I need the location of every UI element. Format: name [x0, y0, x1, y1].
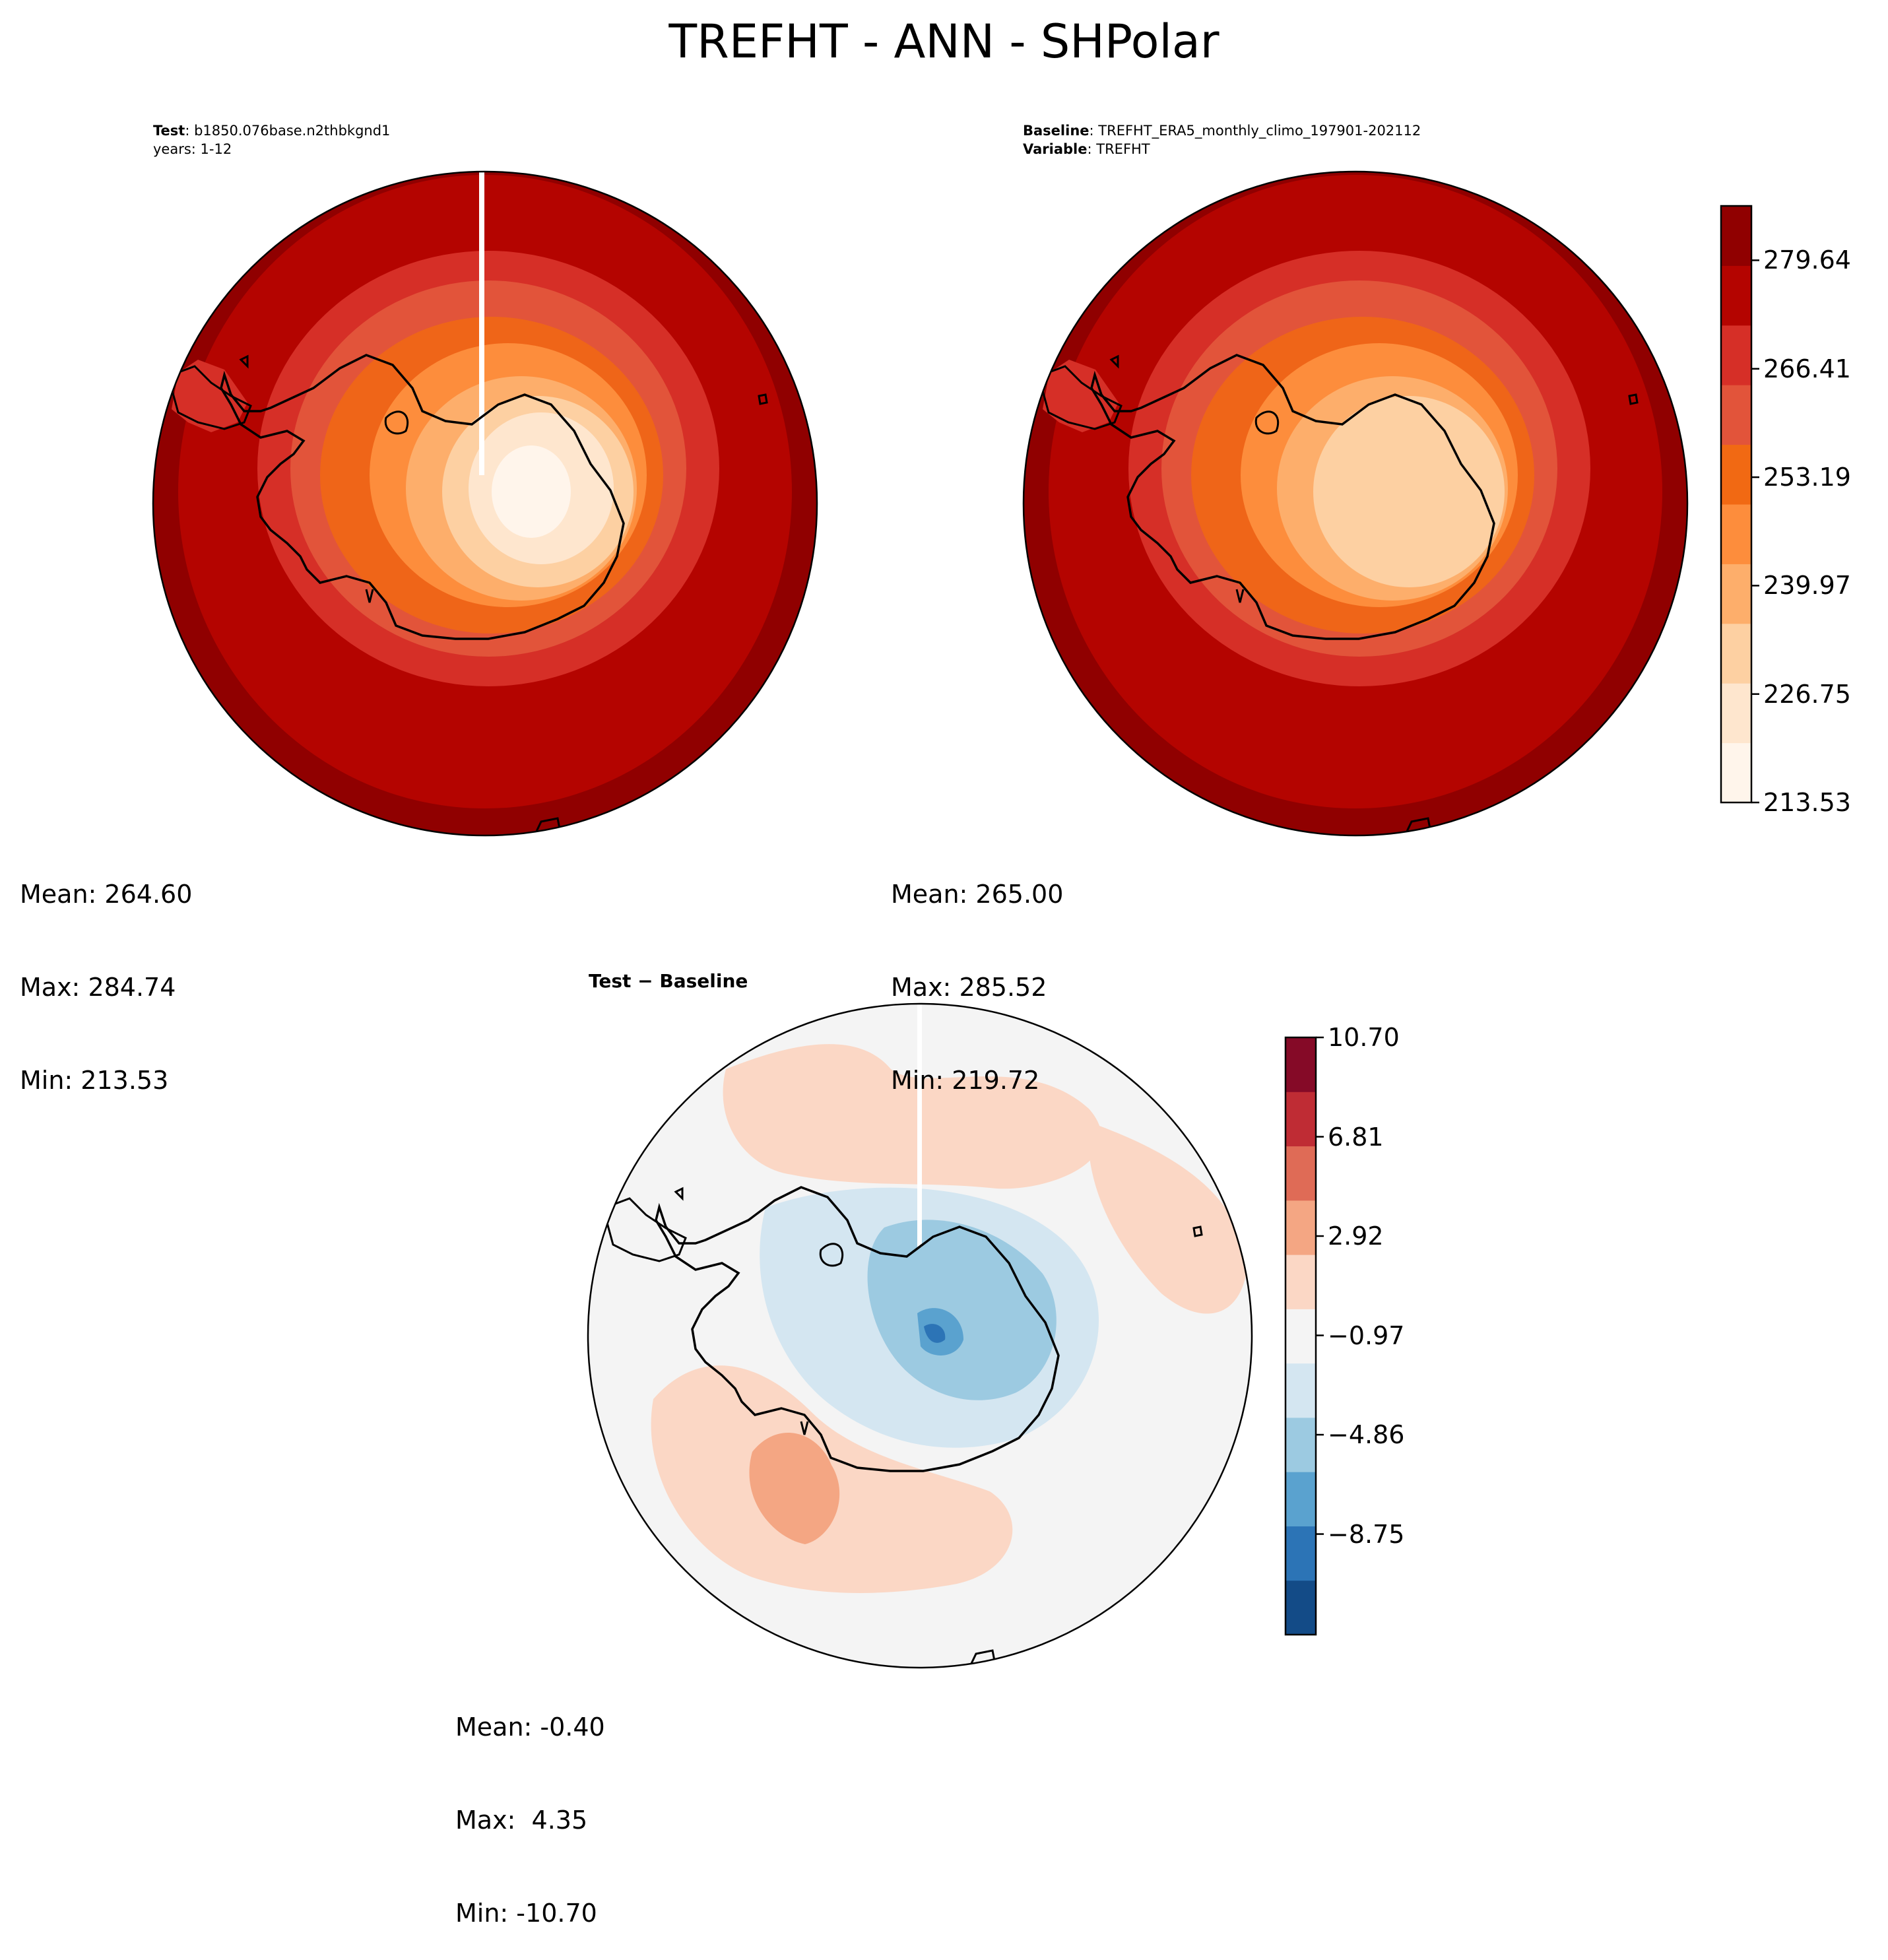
diff-missing-data-seam	[917, 1004, 922, 1247]
colorbar-absolute	[1720, 205, 1759, 804]
colorbar-tick-label: 253.19	[1763, 463, 1851, 492]
variable-name: TREFHT	[1096, 141, 1150, 157]
colorbar-segment	[1286, 1526, 1316, 1581]
colorbar-segment	[1286, 1092, 1316, 1147]
diff-panel-title: Test − Baseline	[589, 970, 748, 992]
colorbar-segment	[1286, 1037, 1316, 1092]
test-years: years: 1-12	[153, 141, 232, 157]
diff-map-boundary	[587, 1002, 1253, 1669]
test-min: Min: 213.53	[20, 1066, 169, 1095]
test-south-america-coast	[167, 365, 252, 430]
baseline-mean: Mean: 265.00	[891, 880, 1064, 909]
test-map-boundary	[152, 170, 818, 837]
baseline-falklands-coast	[1109, 354, 1119, 369]
colorbar-segment	[1286, 1417, 1316, 1472]
colorbar-segment	[1721, 564, 1751, 624]
test-bottom-land-coast	[533, 817, 562, 835]
test-south-america-tip	[172, 360, 247, 432]
colorbar-tick-label: 6.81	[1328, 1122, 1384, 1152]
diff-min: Min: -10.70	[455, 1899, 597, 1928]
map-figure	[152, 170, 1759, 1669]
colorbar-segment	[1286, 1309, 1316, 1364]
diff-south-america-coast	[602, 1197, 687, 1262]
colorbar-tick-label: 10.70	[1328, 1023, 1400, 1052]
test-map	[152, 170, 818, 837]
diff-bottom-land-coast	[967, 1649, 997, 1668]
colorbar-segment	[1721, 683, 1751, 744]
colorbar-segment	[1286, 1200, 1316, 1255]
baseline-min: Min: 219.72	[891, 1066, 1040, 1095]
baseline-island-coast	[1628, 393, 1639, 405]
colorbar-segment	[1721, 444, 1751, 505]
baseline-field-band-7	[1313, 396, 1505, 587]
baseline-bottom-land-coast	[1403, 817, 1433, 835]
baseline-stats: Mean: 265.00 Max: 285.52 Min: 219.72	[891, 817, 1063, 1127]
colorbar-tick-label: −8.75	[1328, 1519, 1405, 1549]
figure-title: TREFHT - ANN - SHPolar	[668, 15, 1220, 69]
colorbar-tick-label: 226.75	[1763, 679, 1851, 709]
colorbar-segment	[1286, 1580, 1316, 1635]
diff-stats: Mean: -0.40 Max: 4.35 Min: -10.70	[455, 1650, 605, 1960]
colorbar-tick-label: −4.86	[1328, 1420, 1405, 1450]
baseline-south-america-coast	[1037, 365, 1123, 430]
test-island-coast	[758, 393, 768, 405]
colorbar-segment	[1286, 1255, 1316, 1309]
test-label: Test	[153, 123, 185, 139]
baseline-map-boundary	[1022, 170, 1689, 837]
difference-map	[587, 1002, 1253, 1669]
diff-warm-region-north	[723, 1044, 1102, 1189]
test-falklands-coast	[239, 354, 249, 369]
diff-mean: Mean: -0.40	[455, 1713, 605, 1742]
colorbar-tick-label: 266.41	[1763, 354, 1851, 383]
colorbar-segment	[1286, 1363, 1316, 1418]
colorbar-segment	[1286, 1472, 1316, 1526]
test-missing-data-seam	[479, 172, 484, 475]
test-panel-header: Test: b1850.076base.n2thbkgnd1 years: 1-…	[153, 123, 391, 157]
baseline-south-america-tip	[1043, 360, 1119, 432]
baseline-panel-header: Baseline: TREFHT_ERA5_monthly_climo_1979…	[1023, 123, 1421, 157]
colorbar-tick-label: 213.53	[1763, 788, 1851, 817]
test-stats: Mean: 264.60 Max: 284.74 Min: 213.53	[20, 817, 192, 1127]
baseline-case-name: TREFHT_ERA5_monthly_climo_197901-202112	[1098, 123, 1421, 139]
colorbar-tick-label: 2.92	[1328, 1222, 1384, 1251]
colorbar-segment	[1721, 325, 1751, 385]
baseline-map	[1022, 170, 1689, 837]
test-case-name: b1850.076base.n2thbkgnd1	[194, 123, 391, 139]
baseline-max: Max: 285.52	[891, 973, 1047, 1002]
diff-warm-max-region	[749, 1433, 840, 1544]
diff-warm-region-east	[1088, 1122, 1247, 1314]
colorbar-tick-label: 279.64	[1763, 245, 1851, 275]
colorbar-segment	[1721, 206, 1751, 266]
colorbar-segment	[1721, 623, 1751, 684]
colorbar-tick-label: 239.97	[1763, 571, 1851, 601]
colorbar-difference	[1284, 1036, 1324, 1636]
colorbar-segment	[1721, 504, 1751, 564]
colorbar-frame	[1720, 205, 1753, 804]
diff-island-coast	[1192, 1225, 1203, 1237]
test-field-band-9	[492, 445, 571, 538]
test-max: Max: 284.74	[20, 973, 176, 1002]
diff-falklands-coast	[674, 1187, 684, 1201]
colorbar-segment	[1721, 385, 1751, 445]
baseline-label: Baseline	[1023, 123, 1090, 139]
diff-max: Max: 4.35	[455, 1806, 588, 1835]
test-mean: Mean: 264.60	[20, 880, 193, 909]
diff-cool-region-min	[924, 1324, 946, 1343]
colorbar-segment	[1286, 1146, 1316, 1201]
colorbar-segment	[1721, 265, 1751, 326]
colorbar-tick-label: −0.97	[1328, 1321, 1405, 1350]
colorbar-segment	[1721, 742, 1751, 803]
variable-label: Variable	[1023, 141, 1088, 157]
